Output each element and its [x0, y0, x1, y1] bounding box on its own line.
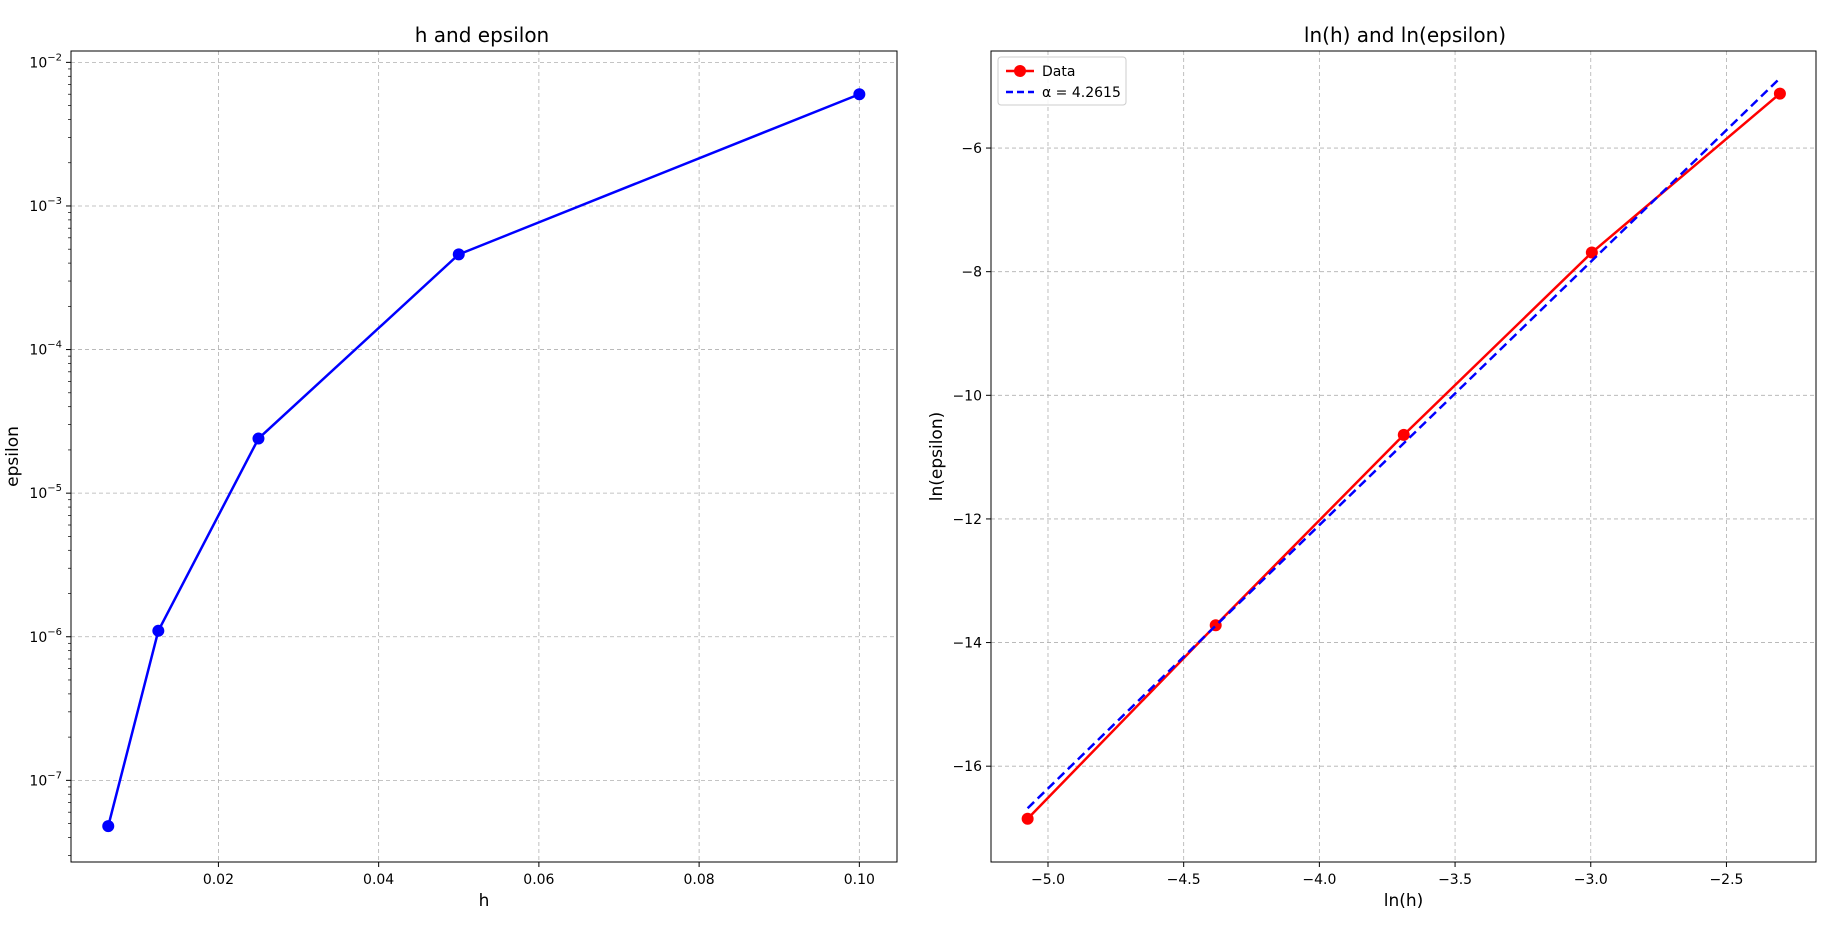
- legend-marker: [1014, 65, 1026, 77]
- data-point: [853, 88, 866, 101]
- series-line: [107, 93, 860, 827]
- x-tick-label: 0.04: [363, 872, 394, 888]
- y-tick-label: 10−4: [29, 340, 62, 359]
- y-tick-base: 10: [29, 343, 47, 359]
- y-tick-exponent: −4: [47, 340, 62, 351]
- y-axis-ticks: −16 −14 −12 −10 −8 −6: [952, 141, 991, 775]
- x-tick-label: −4.5: [1167, 872, 1201, 888]
- y-tick-exponent: −7: [47, 770, 62, 781]
- data-point: [102, 820, 115, 833]
- chart-title: ln(h) and ln(epsilon): [1304, 23, 1506, 47]
- y-axis-label: ln(epsilon): [927, 412, 947, 502]
- x-tick-label: −3.0: [1574, 872, 1608, 888]
- y-tick-label: −12: [952, 512, 982, 528]
- data-point: [1773, 87, 1786, 100]
- series-line: [1026, 77, 1781, 810]
- y-tick-label: 10−7: [29, 770, 62, 789]
- x-tick-label: −5.0: [1031, 872, 1065, 888]
- data-point: [452, 248, 465, 261]
- y-tick-label: −8: [961, 265, 982, 281]
- y-tick-base: 10: [29, 773, 47, 789]
- series-line: [1026, 92, 1781, 820]
- legend-label: Data: [1042, 64, 1075, 80]
- x-tick-label: −3.5: [1438, 872, 1472, 888]
- y-tick-base: 10: [29, 55, 47, 71]
- grid: [991, 51, 1816, 862]
- y-tick-label: −10: [952, 388, 982, 404]
- data-point: [152, 624, 165, 637]
- legend: Data α = 4.2615: [997, 56, 1127, 106]
- chart-title: h and epsilon: [415, 23, 549, 47]
- y-tick-exponent: −3: [47, 196, 62, 207]
- y-tick-base: 10: [29, 630, 47, 646]
- x-tick-label: −2.5: [1709, 872, 1743, 888]
- x-axis-label: ln(h): [1384, 891, 1424, 911]
- y-tick-exponent: −5: [47, 483, 62, 494]
- plot-frame: [70, 50, 898, 863]
- y-tick-label: 10−2: [29, 52, 62, 71]
- y-axis-ticks: 10−710−610−510−410−310−2: [29, 52, 71, 856]
- x-axis-ticks: −5.0 −4.5 −4.0 −3.5 −3.0 −2.5: [1031, 862, 1743, 888]
- data-point: [1397, 428, 1410, 441]
- x-tick-label: −4.0: [1302, 872, 1336, 888]
- chart-h-epsilon: h and epsilon 0.02 0.04 0.06 0.08 0.10 10−71…: [3, 23, 898, 911]
- data-point: [252, 432, 265, 445]
- x-axis-ticks: 0.02 0.04 0.06 0.08 0.10: [203, 862, 875, 888]
- plot-frame: [990, 50, 1817, 863]
- data-point: [1585, 246, 1598, 259]
- y-tick-label: 10−3: [29, 196, 62, 215]
- series-group: [102, 88, 866, 833]
- y-tick-label: 10−5: [29, 483, 62, 502]
- x-tick-label: 0.06: [523, 872, 554, 888]
- x-tick-label: 0.10: [844, 872, 875, 888]
- y-tick-exponent: −6: [47, 627, 62, 638]
- chart-ln-h-ln-epsilon: ln(h) and ln(epsilon) −5.0 −4.5 −4.0 −3.5 −3…: [927, 23, 1817, 911]
- x-tick-label: 0.02: [203, 872, 234, 888]
- x-tick-label: 0.08: [684, 872, 715, 888]
- y-tick-exponent: −2: [47, 52, 62, 63]
- grid: [71, 51, 897, 862]
- y-tick-label: −16: [952, 759, 982, 775]
- series-group: [1021, 77, 1786, 825]
- y-axis-label: epsilon: [3, 426, 23, 487]
- legend-label: α = 4.2615: [1042, 85, 1121, 101]
- y-tick-base: 10: [29, 199, 47, 215]
- y-tick-label: −14: [952, 636, 982, 652]
- y-tick-label: −6: [961, 141, 982, 157]
- x-axis-label: h: [479, 891, 490, 911]
- y-tick-base: 10: [29, 486, 47, 502]
- data-point: [1021, 812, 1034, 825]
- y-tick-label: 10−6: [29, 627, 62, 646]
